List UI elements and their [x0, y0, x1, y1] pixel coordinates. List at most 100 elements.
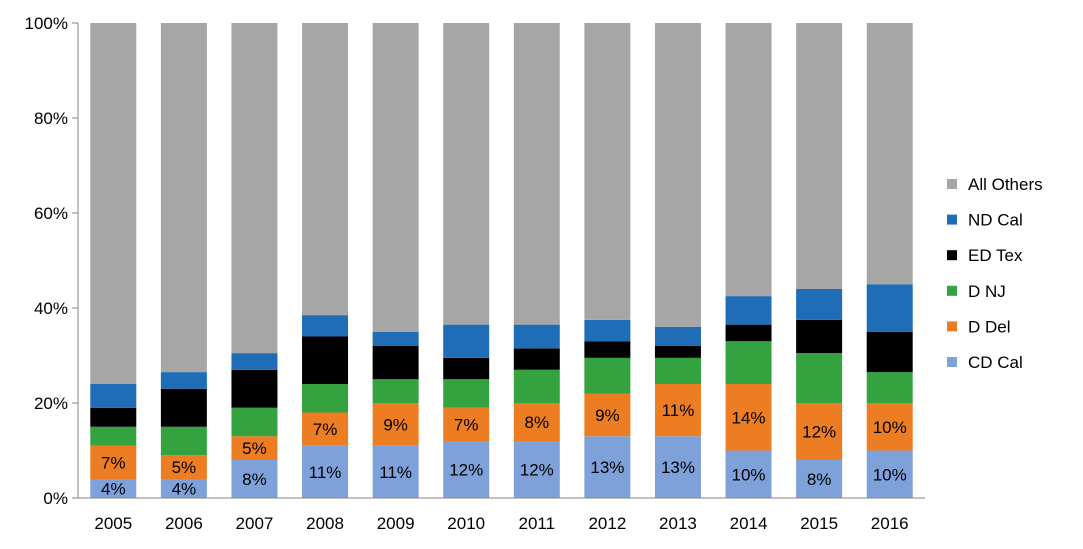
bar-segment-d-nj-2016 — [867, 372, 913, 403]
x-tick-label-2014: 2014 — [730, 514, 768, 533]
bar-segment-ed-tex-2010 — [443, 358, 489, 379]
bar-segment-d-nj-2005 — [90, 427, 136, 446]
data-label-cd-cal-2012: 13% — [590, 458, 624, 477]
data-label-cd-cal-2007: 8% — [242, 470, 267, 489]
data-label-d-del-2006: 5% — [172, 458, 197, 477]
data-label-d-del-2005: 7% — [101, 453, 126, 472]
data-label-cd-cal-2016: 10% — [873, 465, 907, 484]
bar-segment-all-others-2006 — [161, 23, 207, 372]
data-label-d-del-2009: 9% — [383, 415, 408, 434]
bar-segment-ed-tex-2016 — [867, 332, 913, 372]
legend-label-d-del: D Del — [968, 317, 1011, 336]
data-label-d-del-2016: 10% — [873, 418, 907, 437]
bar-segment-d-nj-2007 — [231, 408, 277, 437]
bar-segment-nd-cal-2014 — [726, 296, 772, 325]
legend-swatch-cd-cal — [947, 357, 957, 367]
x-tick-label-2012: 2012 — [588, 514, 626, 533]
bar-segment-ed-tex-2012 — [584, 341, 630, 358]
data-label-cd-cal-2005: 4% — [101, 480, 126, 499]
bar-segment-d-nj-2010 — [443, 379, 489, 408]
bar-segment-nd-cal-2008 — [302, 315, 348, 336]
bar-segment-all-others-2007 — [231, 23, 277, 353]
y-tick-label: 60% — [34, 204, 68, 223]
bar-segment-nd-cal-2006 — [161, 372, 207, 389]
x-tick-label-2005: 2005 — [94, 514, 132, 533]
y-tick-label: 80% — [34, 109, 68, 128]
data-label-cd-cal-2009: 11% — [379, 463, 412, 482]
data-label-d-del-2007: 5% — [242, 439, 267, 458]
bar-segment-ed-tex-2005 — [90, 408, 136, 427]
x-tick-label-2008: 2008 — [306, 514, 344, 533]
bar-segment-ed-tex-2008 — [302, 337, 348, 385]
bar-segment-nd-cal-2016 — [867, 284, 913, 332]
data-label-d-del-2013: 11% — [662, 401, 695, 420]
legend-swatch-d-nj — [947, 286, 957, 296]
bar-segment-d-nj-2014 — [726, 341, 772, 384]
bar-segment-ed-tex-2006 — [161, 389, 207, 427]
segment-labels-layer: 4%7%4%5%8%5%11%7%11%9%12%7%12%8%13%9%13%… — [101, 401, 907, 498]
data-label-cd-cal-2015: 8% — [807, 470, 832, 489]
data-label-cd-cal-2006: 4% — [172, 480, 197, 499]
legend-label-nd-cal: ND Cal — [968, 211, 1023, 230]
x-tick-label-2015: 2015 — [800, 514, 838, 533]
bar-segment-all-others-2005 — [90, 23, 136, 384]
legend-swatch-ed-tex — [947, 250, 957, 260]
bar-segment-ed-tex-2013 — [655, 346, 701, 358]
legend: All Others ND Cal ED Tex D NJ D Del CD Cal — [947, 175, 1043, 372]
bar-segment-ed-tex-2014 — [726, 325, 772, 342]
bar-segment-all-others-2011 — [514, 23, 560, 325]
bar-segment-nd-cal-2011 — [514, 325, 560, 349]
bar-segment-d-nj-2008 — [302, 384, 348, 413]
bar-segment-all-others-2016 — [867, 23, 913, 284]
bar-segment-d-nj-2009 — [373, 379, 419, 403]
legend-label-d-nj: D NJ — [968, 282, 1006, 301]
bar-segment-d-nj-2011 — [514, 370, 560, 403]
bar-segment-ed-tex-2011 — [514, 348, 560, 369]
bar-segment-d-nj-2012 — [584, 358, 630, 394]
legend-label-all-others: All Others — [968, 175, 1043, 194]
bar-segment-all-others-2008 — [302, 23, 348, 315]
y-tick-label: 0% — [43, 489, 68, 508]
data-label-d-del-2014: 14% — [732, 408, 766, 427]
bar-segment-ed-tex-2009 — [373, 346, 419, 379]
bar-segment-all-others-2012 — [584, 23, 630, 320]
bar-segment-nd-cal-2009 — [373, 332, 419, 346]
data-label-d-del-2015: 12% — [802, 423, 836, 442]
data-label-cd-cal-2014: 10% — [732, 465, 766, 484]
legend-swatch-nd-cal — [947, 215, 957, 225]
bar-segment-d-nj-2015 — [796, 353, 842, 403]
legend-swatch-d-del — [947, 321, 957, 331]
bar-segment-nd-cal-2015 — [796, 289, 842, 320]
data-label-d-del-2008: 7% — [313, 420, 338, 439]
x-tick-label-2011: 2011 — [519, 514, 556, 533]
data-label-cd-cal-2013: 13% — [661, 458, 695, 477]
y-tick-label: 20% — [34, 394, 68, 413]
legend-label-ed-tex: ED Tex — [968, 246, 1023, 265]
x-tick-label-2013: 2013 — [659, 514, 697, 533]
bar-segment-ed-tex-2007 — [231, 370, 277, 408]
x-tick-label-2016: 2016 — [871, 514, 909, 533]
legend-label-cd-cal: CD Cal — [968, 353, 1023, 372]
bar-segment-nd-cal-2012 — [584, 320, 630, 341]
x-tick-label-2007: 2007 — [236, 514, 274, 533]
data-label-d-del-2011: 8% — [525, 413, 550, 432]
x-tick-label-2009: 2009 — [377, 514, 415, 533]
bar-segment-nd-cal-2010 — [443, 325, 489, 358]
data-label-cd-cal-2008: 11% — [309, 463, 342, 482]
bar-segment-all-others-2009 — [373, 23, 419, 332]
bar-segment-d-nj-2013 — [655, 358, 701, 384]
data-label-cd-cal-2010: 12% — [449, 461, 483, 480]
chart-svg: 4%7%4%5%8%5%11%7%11%9%12%7%12%8%13%9%13%… — [0, 0, 1083, 549]
data-label-d-del-2012: 9% — [595, 406, 620, 425]
x-tick-label-2006: 2006 — [165, 514, 203, 533]
legend-swatch-all-others — [947, 179, 957, 189]
bar-segment-ed-tex-2015 — [796, 320, 842, 353]
y-tick-label: 40% — [34, 299, 68, 318]
x-tick-label-2010: 2010 — [447, 514, 485, 533]
data-label-cd-cal-2011: 12% — [520, 461, 554, 480]
y-tick-label: 100% — [25, 14, 68, 33]
bar-segment-nd-cal-2013 — [655, 327, 701, 346]
bars-layer — [90, 23, 912, 498]
bar-segment-all-others-2013 — [655, 23, 701, 327]
bar-segment-d-nj-2006 — [161, 427, 207, 456]
